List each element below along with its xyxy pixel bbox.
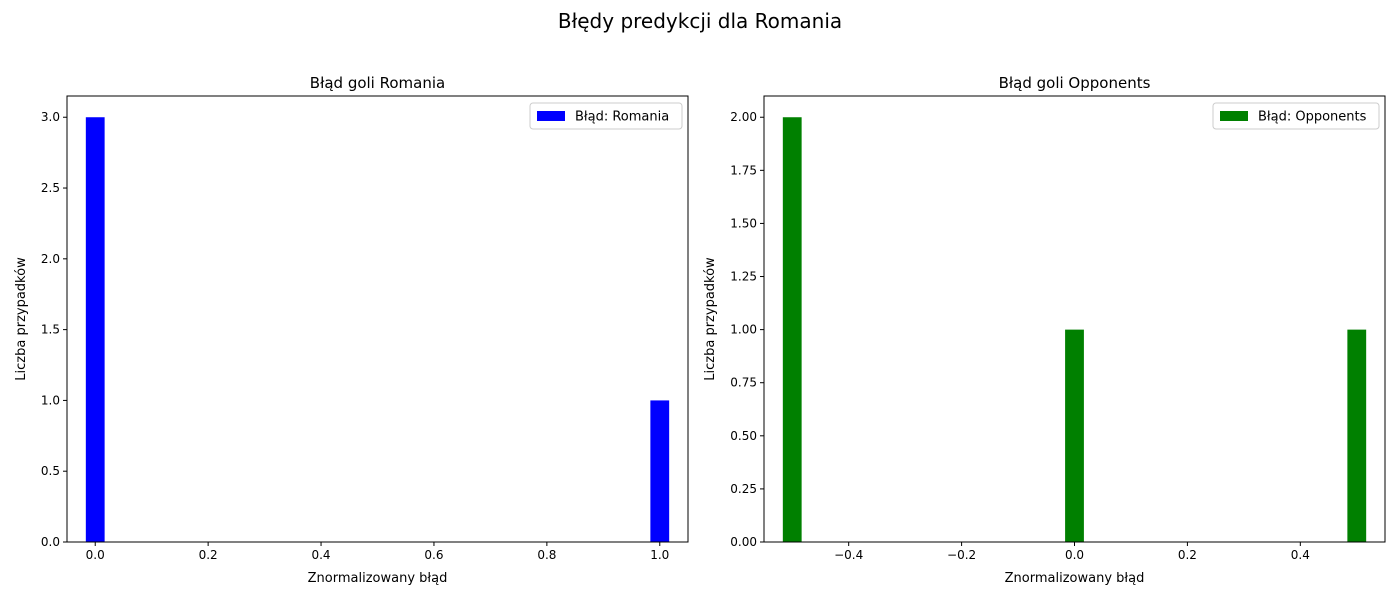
y-tick-label: 1.5 — [41, 323, 60, 337]
x-tick-label: 0.8 — [537, 548, 556, 562]
y-tick-label: 2.0 — [41, 252, 60, 266]
y-tick-label: 1.50 — [730, 216, 757, 230]
bar — [85, 117, 105, 542]
bar — [1347, 329, 1367, 542]
figure-suptitle: Błędy predykcji dla Romania — [558, 9, 842, 33]
legend-swatch — [537, 111, 565, 121]
x-tick-label: −0.2 — [947, 548, 976, 562]
y-tick-label: 0.00 — [730, 535, 757, 549]
y-axis-label: Liczba przypadków — [14, 257, 29, 381]
x-tick-label: −0.4 — [834, 548, 863, 562]
x-tick-label: 0.0 — [86, 548, 105, 562]
y-tick-label: 0.0 — [41, 535, 60, 549]
legend: Błąd: Opponents — [1212, 102, 1380, 130]
legend-label: Błąd: Romania — [575, 110, 669, 125]
y-tick-label: 0.5 — [41, 464, 60, 478]
y-tick-label: 1.00 — [730, 323, 757, 337]
x-tick-label: 0.2 — [1178, 548, 1197, 562]
x-tick-label: 1.0 — [650, 548, 669, 562]
axes-frame — [66, 95, 689, 543]
chart-panels: 0.0 0.2 0.4 0.6 0.8 1.0 0.0 0.5 1.0 1.5 2.0 2.5 3.0 B… — [14, 74, 1386, 586]
y-tick-label: 0.25 — [730, 482, 757, 496]
y-tick-label: 0.50 — [730, 429, 757, 443]
bar — [1065, 329, 1084, 542]
x-tick-label: 0.4 — [1291, 548, 1310, 562]
legend-box — [529, 102, 683, 130]
y-tick-label: 1.25 — [730, 270, 757, 284]
legend: Błąd: Romania — [529, 102, 683, 130]
y-axis-label: Liczba przypadków — [703, 257, 718, 381]
legend-swatch — [1220, 111, 1248, 121]
chart-title: Błąd goli Romania — [310, 74, 445, 92]
x-tick-label: 0.4 — [311, 548, 330, 562]
x-tick-label: 0.6 — [424, 548, 443, 562]
x-axis-label: Znormalizowany błąd — [308, 571, 448, 586]
y-tick-label: 3.0 — [41, 110, 60, 124]
y-tick-label: 2.5 — [41, 181, 60, 195]
y-tick-label: 2.00 — [730, 110, 757, 124]
legend-box — [1212, 102, 1380, 130]
chart-title: Błąd goli Opponents — [999, 74, 1151, 92]
y-tick-label: 1.75 — [730, 163, 757, 177]
y-tick-label: 1.0 — [41, 393, 60, 407]
bar — [782, 117, 802, 542]
x-tick-label: 0.2 — [199, 548, 218, 562]
chart-panel-2: −0.4 −0.2 0.0 0.2 0.4 0.00 0.25 0.50 0.75 1.00 1.2… — [703, 74, 1386, 586]
bar — [650, 400, 670, 542]
y-tick-label: 0.75 — [730, 376, 757, 390]
chart-panel-1: 0.0 0.2 0.4 0.6 0.8 1.0 0.0 0.5 1.0 1.5 2.0 2.5 3.0 B… — [14, 74, 689, 586]
x-axis-label: Znormalizowany błąd — [1005, 571, 1145, 586]
x-tick-label: 0.0 — [1065, 548, 1084, 562]
legend-label: Błąd: Opponents — [1258, 110, 1367, 125]
